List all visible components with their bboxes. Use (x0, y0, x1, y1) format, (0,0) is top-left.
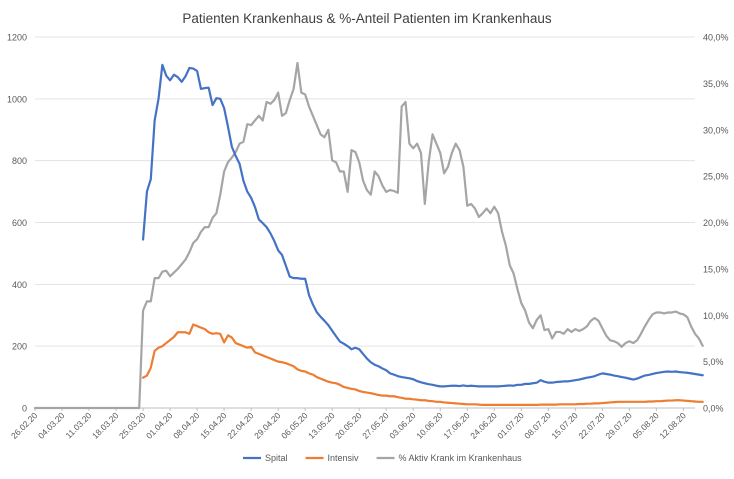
x-tick-label: 13.05.20 (306, 410, 337, 441)
y-axis-left: 0 200 400 600 800 1000 1200 (7, 33, 27, 414)
y-left-tick-label: 400 (12, 280, 27, 290)
x-tick-label: 08.07.20 (522, 410, 553, 441)
x-tick-label: 03.06.20 (387, 410, 418, 441)
x-tick-label: 22.07.20 (576, 410, 607, 441)
x-tick-label: 08.04.20 (171, 410, 202, 441)
series-line-1 (141, 323, 704, 407)
chart-title: Patienten Krankenhaus & %-Anteil Patient… (182, 11, 551, 26)
x-tick-label: 04.03.20 (36, 410, 67, 441)
series-line-0 (141, 63, 704, 388)
x-tick-label: 29.04.20 (252, 410, 283, 441)
y-left-tick-label: 0 (22, 404, 27, 414)
y-right-tick-label: 35,0% (703, 79, 729, 89)
x-tick-label: 12.08.20 (657, 410, 688, 441)
y-left-tick-label: 200 (12, 342, 27, 352)
x-tick-label: 20.05.20 (333, 410, 364, 441)
y-right-tick-label: 15,0% (703, 264, 729, 274)
x-tick-label: 15.07.20 (549, 410, 580, 441)
series-layer (33, 61, 704, 410)
x-tick-label: 25.03.20 (117, 410, 148, 441)
x-tick-label: 11.03.20 (63, 410, 93, 440)
y-right-tick-label: 30,0% (703, 125, 729, 135)
y-right-tick-label: 20,0% (703, 218, 729, 228)
x-tick-label: 15.04.20 (198, 410, 229, 441)
y-right-tick-label: 40,0% (703, 33, 729, 43)
legend-label: % Aktiv Krank im Krankenhaus (399, 453, 523, 463)
x-tick-label: 24.06.20 (468, 410, 499, 441)
x-tick-label: 05.08.20 (630, 410, 661, 441)
y-left-tick-label: 600 (12, 218, 27, 228)
y-right-tick-label: 25,0% (703, 172, 729, 182)
y-left-tick-label: 800 (12, 156, 27, 166)
x-tick-label: 10.06.20 (414, 410, 445, 441)
y-left-tick-label: 1200 (7, 33, 27, 43)
x-tick-label: 18.03.20 (90, 410, 121, 441)
x-tick-label: 29.07.20 (603, 410, 634, 441)
x-tick-label: 22.04.20 (225, 410, 256, 441)
x-tick-label: 26.02.20 (9, 410, 40, 441)
x-tick-label: 27.05.20 (360, 410, 391, 441)
legend-label: Intensiv (328, 453, 360, 463)
series-line-2 (33, 61, 704, 410)
y-axis-right: 0,0% 5,0% 10,0% 15,0% 20,0% 25,0% 30,0% 35,0% 40… (703, 33, 729, 414)
legend-label: Spital (265, 453, 288, 463)
x-tick-label: 17.06.20 (441, 410, 472, 441)
legend: Spital Intensiv % Aktiv Krank im Krankenha… (243, 453, 522, 463)
legend-item: Spital (243, 453, 288, 463)
legend-item: % Aktiv Krank im Krankenhaus (376, 453, 523, 463)
y-right-tick-label: 5,0% (703, 357, 724, 367)
x-tick-label: 01.07.20 (495, 410, 526, 441)
y-right-tick-label: 0,0% (703, 404, 724, 414)
y-left-tick-label: 1000 (7, 94, 27, 104)
legend-item: Intensiv (305, 453, 360, 463)
x-axis: 26.02.2004.03.2011.03.2018.03.2025.03.20… (9, 408, 688, 441)
x-tick-label: 06.05.20 (279, 410, 310, 441)
y-right-tick-label: 10,0% (703, 311, 729, 321)
x-tick-label: 01.04.20 (144, 410, 175, 441)
gridlines (35, 36, 695, 409)
